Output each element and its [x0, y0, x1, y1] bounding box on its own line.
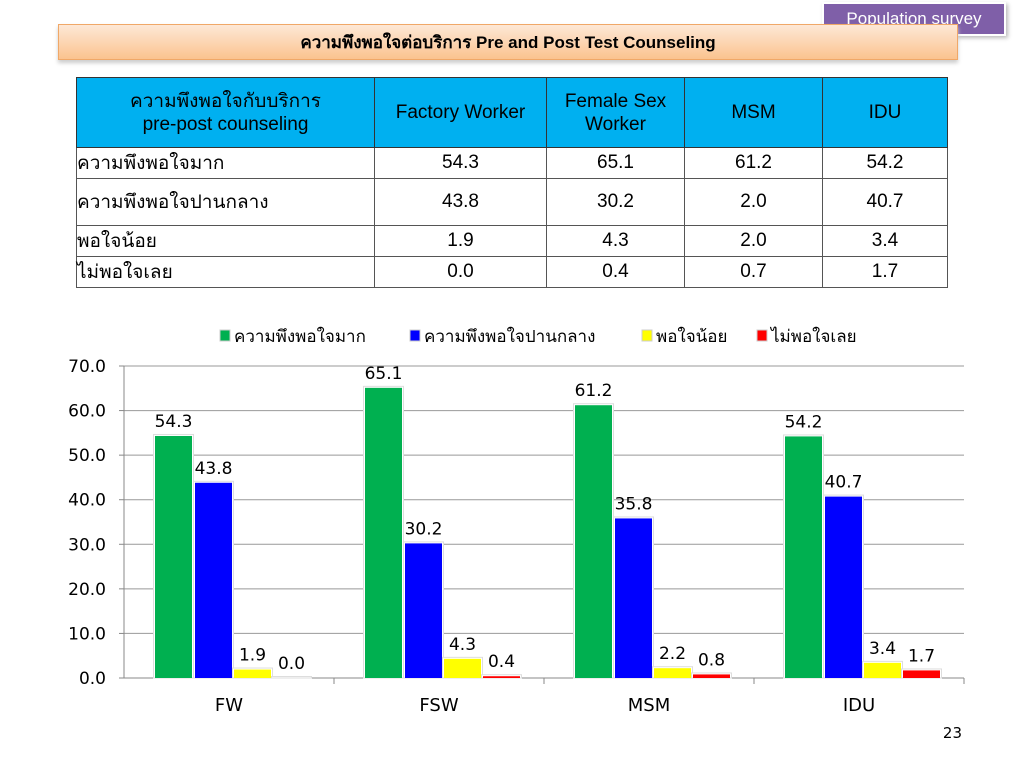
bar-fsw-3	[483, 676, 520, 678]
table-header: ความพึงพอใจกับบริการ pre-post counseling …	[76, 77, 948, 148]
data-label: 43.8	[195, 459, 233, 479]
data-label: 35.8	[615, 494, 653, 514]
y-tick-label: 70.0	[68, 357, 106, 377]
table-cell: 0.7	[684, 256, 823, 288]
table-cell: 3.4	[822, 225, 948, 257]
y-tick-label: 10.0	[68, 624, 106, 644]
header-line: Female Sex	[564, 90, 667, 112]
bar-fsw-0	[365, 387, 402, 678]
bar-fw-1	[195, 482, 232, 678]
data-label: 4.3	[449, 635, 476, 655]
bar-fsw-2	[444, 658, 481, 678]
table-cell: 61.2	[684, 147, 823, 179]
header-cell: MSM	[684, 77, 823, 148]
table-cell: 30.2	[546, 178, 685, 226]
header-line: pre-post counseling	[142, 113, 309, 135]
table-row: ความพึงพอใจปานกลาง 43.8 30.2 2.0 40.7	[76, 178, 948, 226]
table-cell: 43.8	[374, 178, 547, 226]
table-cell: 0.4	[546, 256, 685, 288]
data-label: 40.7	[825, 473, 863, 493]
bar-idu-0	[785, 436, 822, 678]
header-cell: Female Sex Worker	[546, 77, 685, 148]
bar-idu-1	[825, 496, 862, 678]
bar-fsw-1	[405, 543, 442, 678]
legend-swatch	[641, 329, 653, 342]
table-cell: 54.2	[822, 147, 948, 179]
x-tick-label: IDU	[843, 695, 875, 716]
data-label: 3.4	[869, 639, 896, 659]
legend-label: ความพึงพอใจมาก	[234, 326, 366, 347]
row-label: ไม่พอใจเลย	[76, 256, 375, 288]
page-number: 23	[942, 724, 962, 742]
table-cell: 0.0	[374, 256, 547, 288]
legend-label: ความพึงพอใจปานกลาง	[424, 326, 595, 347]
y-tick-label: 60.0	[68, 402, 106, 422]
header-cell: IDU	[822, 77, 948, 148]
bar-idu-3	[903, 670, 940, 678]
x-tick-label: FSW	[419, 695, 458, 716]
y-tick-label: 40.0	[68, 491, 106, 511]
data-label: 0.8	[698, 650, 725, 670]
legend-label: พอใจน้อย	[656, 326, 727, 347]
bar-msm-0	[575, 405, 612, 678]
table-cell: 1.9	[374, 225, 547, 257]
data-label: 1.9	[239, 646, 266, 666]
data-table: ความพึงพอใจกับบริการ pre-post counseling …	[76, 77, 948, 288]
row-label: ความพึงพอใจปานกลาง	[76, 178, 375, 226]
bar-msm-1	[615, 518, 652, 678]
y-tick-label: 20.0	[68, 580, 106, 600]
data-label: 61.2	[575, 381, 613, 401]
header-line: Worker	[585, 113, 646, 135]
header-line: ความพึงพอใจกับบริการ	[130, 90, 321, 112]
data-label: 2.2	[659, 644, 686, 664]
data-label: 1.7	[908, 646, 935, 666]
y-tick-label: 30.0	[68, 535, 106, 555]
table-cell: 1.7	[822, 256, 948, 288]
data-label: 30.2	[405, 519, 443, 539]
page-title: ความพึงพอใจต่อบริการ Pre and Post Test C…	[58, 24, 958, 60]
table-cell: 40.7	[822, 178, 948, 226]
y-tick-label: 0.0	[79, 669, 106, 689]
table-cell: 54.3	[374, 147, 547, 179]
data-label: 54.2	[785, 412, 823, 432]
data-label: 0.0	[278, 654, 305, 674]
population-survey-badge: Population survey	[822, 2, 1006, 36]
bar-outline	[271, 676, 312, 679]
bar-msm-3	[693, 674, 730, 678]
bar-fw-2	[234, 669, 271, 678]
bar-msm-2	[654, 668, 691, 678]
table-row: ไม่พอใจเลย 0.0 0.4 0.7 1.7	[76, 256, 948, 288]
row-label: พอใจน้อย	[76, 225, 375, 257]
data-label: 0.4	[488, 652, 515, 672]
legend-label: ไม่พอใจเลย	[769, 326, 857, 347]
legend-swatch	[409, 329, 421, 342]
table-row: ความพึงพอใจมาก 54.3 65.1 61.2 54.2	[76, 147, 948, 179]
legend-swatch	[756, 329, 768, 342]
x-tick-label: MSM	[628, 695, 671, 716]
bar-fw-0	[155, 435, 192, 678]
data-label: 54.3	[155, 412, 193, 432]
header-cell: Factory Worker	[374, 77, 547, 148]
legend-swatch	[219, 329, 231, 342]
row-label: ความพึงพอใจมาก	[76, 147, 375, 179]
y-tick-label: 50.0	[68, 446, 106, 466]
bar-idu-2	[864, 662, 901, 678]
data-label: 65.1	[365, 364, 403, 384]
x-tick-label: FW	[215, 695, 243, 716]
